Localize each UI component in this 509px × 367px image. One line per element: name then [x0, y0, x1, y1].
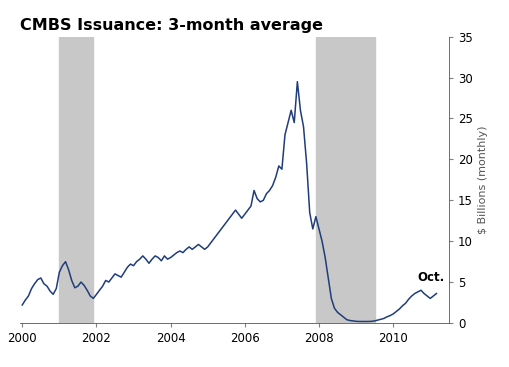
Text: CMBS Issuance: 3-month average: CMBS Issuance: 3-month average	[20, 18, 323, 33]
Text: Oct.: Oct.	[416, 272, 444, 284]
Y-axis label: $ Billions (monthly): $ Billions (monthly)	[477, 126, 487, 234]
Bar	[316, 37, 374, 323]
Bar	[59, 37, 93, 323]
